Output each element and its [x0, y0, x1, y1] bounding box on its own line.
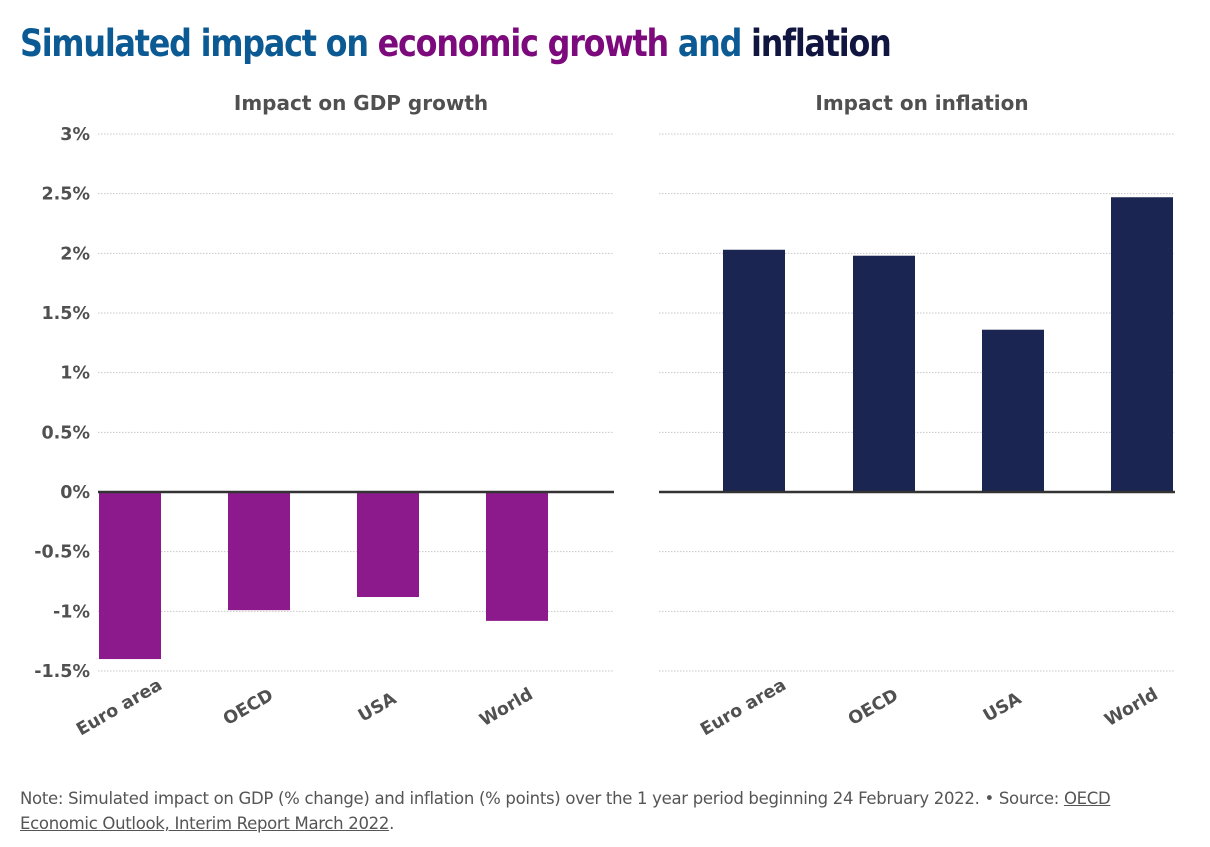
inflation-category-label-world: World — [1101, 685, 1161, 731]
inflation-panel: Impact on inflation Euro area OECD USA World — [659, 91, 1175, 740]
inflation-bar-oecd — [853, 255, 915, 492]
inflation-category-label-oecd: OECD — [845, 685, 902, 729]
y-tick-label: -0.5% — [34, 543, 90, 563]
y-tick-label: 2.5% — [41, 185, 90, 205]
title-part-inflation: inflation — [751, 22, 892, 65]
gdp-category-label-usa: USA — [355, 689, 400, 727]
gdp-bar-world — [486, 492, 548, 621]
inflation-category-label-usa: USA — [980, 689, 1025, 727]
inflation-category-label-euro-area: Euro area — [697, 675, 790, 740]
source-link[interactable]: OECD Economic Outlook, Interim Report Ma… — [20, 789, 1111, 833]
y-tick-label: -1% — [53, 602, 90, 622]
y-tick-label: 3% — [60, 125, 90, 145]
y-tick-label: 1% — [60, 364, 90, 384]
y-tick-label: 0% — [60, 483, 90, 503]
chart-area: Impact on GDP growth 3% 2.5% 2% 1.5% 1% 0.5% 0%… — [34, 91, 1175, 740]
gdp-bar-oecd — [228, 492, 290, 611]
inflation-bar-world — [1111, 197, 1173, 492]
inflation-panel-title: Impact on inflation — [815, 91, 1028, 115]
note-text: Note: Simulated impact on GDP (% change)… — [20, 789, 1064, 808]
chart-title: Simulated impact on economic growth and … — [20, 14, 892, 74]
gdp-category-label-oecd: OECD — [220, 685, 277, 729]
gdp-category-label-world: World — [476, 685, 536, 731]
gdp-bar-usa — [357, 492, 419, 598]
inflation-bar-euro-area — [723, 249, 785, 492]
gdp-growth-panel: Impact on GDP growth 3% 2.5% 2% 1.5% 1% 0.5% 0%… — [34, 91, 614, 740]
gdp-bar-euro-area — [99, 492, 161, 660]
y-tick-label: 1.5% — [41, 304, 90, 324]
y-tick-label: -1.5% — [34, 662, 90, 682]
footnote: Note: Simulated impact on GDP (% change)… — [20, 786, 1190, 836]
gdp-panel-title: Impact on GDP growth — [234, 91, 488, 115]
gdp-category-label-euro-area: Euro area — [73, 675, 166, 740]
note-end: . — [389, 814, 395, 833]
y-tick-label: 0.5% — [41, 423, 90, 443]
title-part-economic-growth: economic growth — [377, 22, 670, 65]
title-part-1: Simulated impact on — [20, 22, 378, 65]
y-tick-label: 2% — [60, 244, 90, 264]
title-part-3: and — [667, 22, 752, 65]
inflation-bar-usa — [982, 329, 1044, 492]
